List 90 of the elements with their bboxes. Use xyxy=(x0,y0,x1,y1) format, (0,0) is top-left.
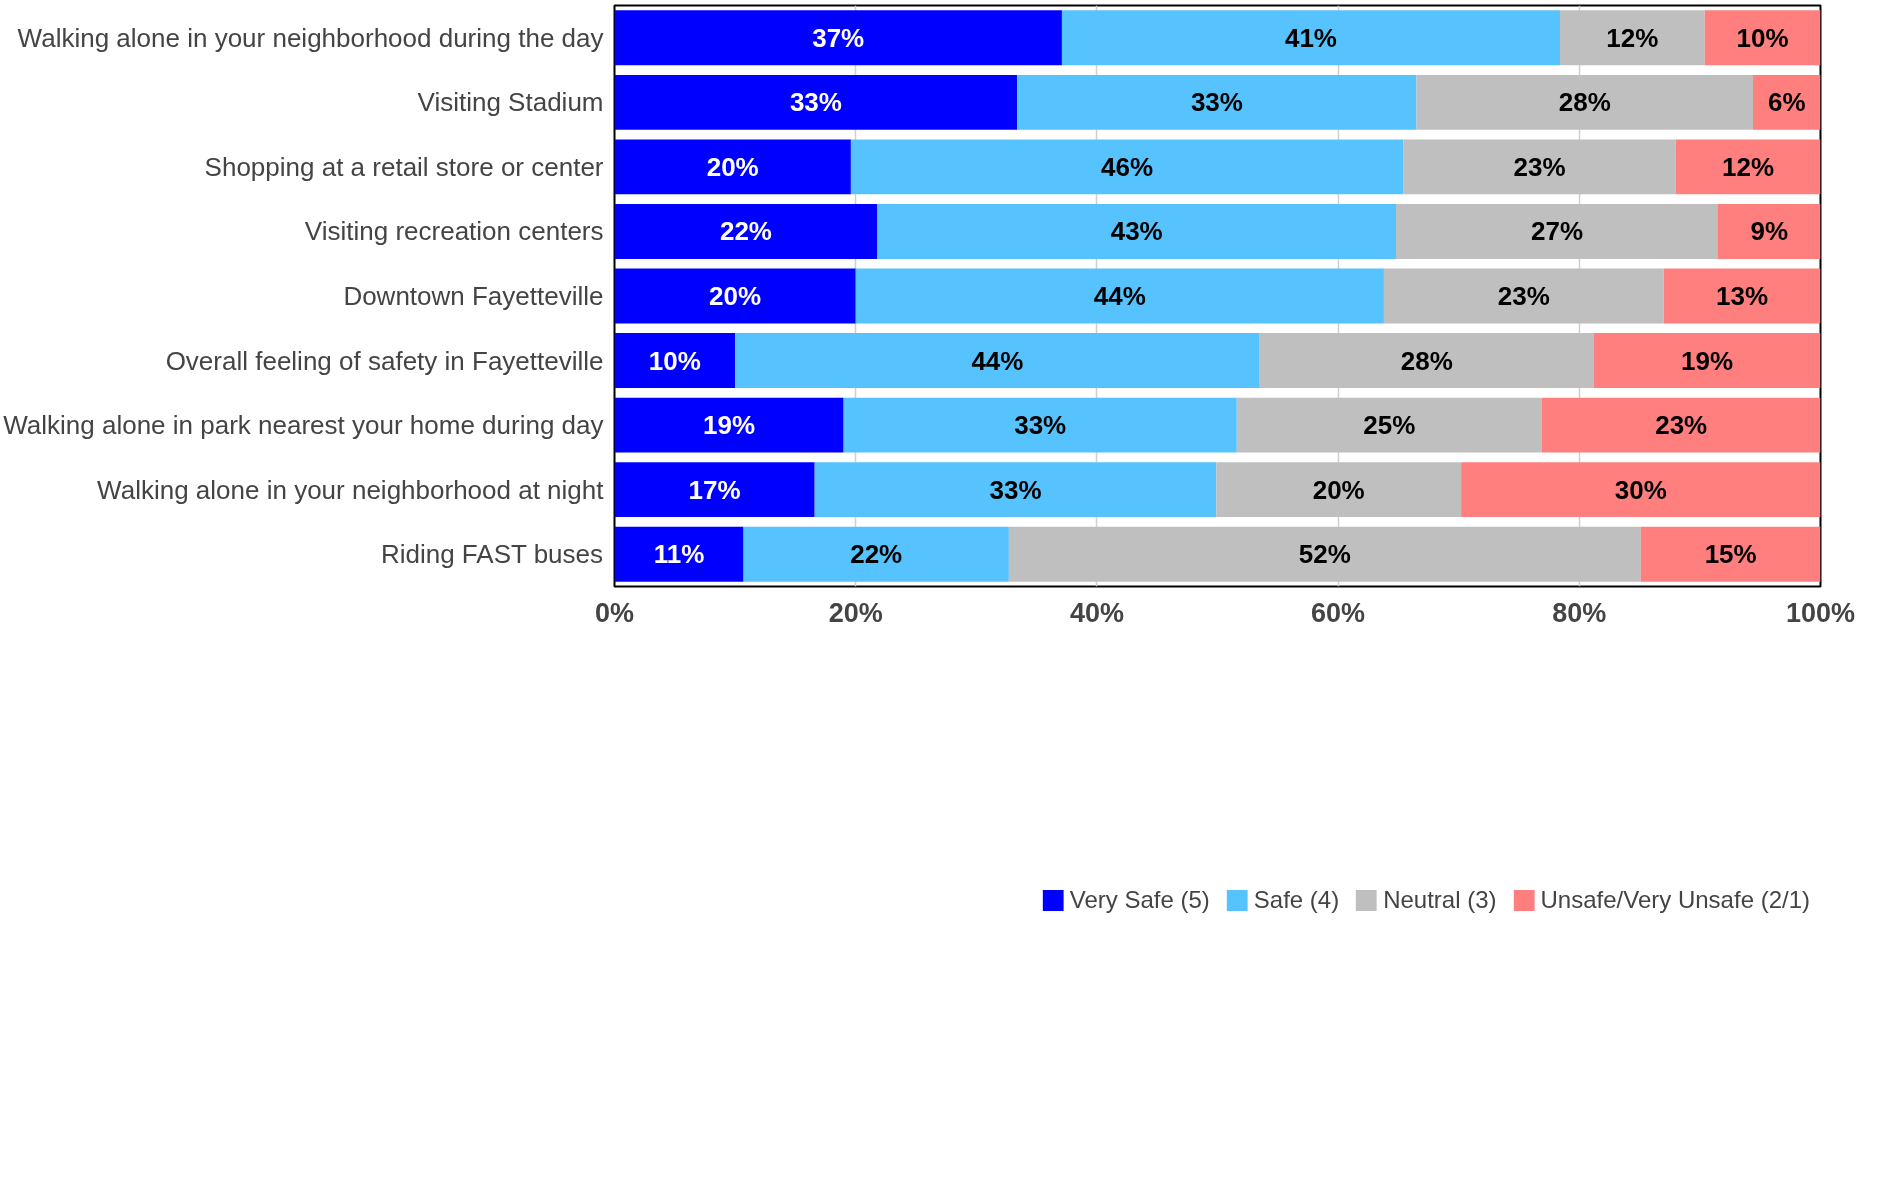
data-label: 10% xyxy=(1736,22,1789,53)
data-label: 11% xyxy=(653,539,705,570)
data-label: 44% xyxy=(1093,281,1146,311)
data-label: 20% xyxy=(706,151,759,182)
x-tick-label: 80% xyxy=(1552,597,1607,628)
bar xyxy=(1541,397,1821,453)
bar xyxy=(1008,526,1641,582)
data-label: 20% xyxy=(1312,474,1365,505)
data-label: 41% xyxy=(1284,22,1337,53)
data-label: 28% xyxy=(1558,87,1611,118)
x-tick-label: 100% xyxy=(1785,597,1856,628)
legend-label: Safe (4) xyxy=(1253,886,1340,914)
bar xyxy=(1403,139,1676,195)
bar xyxy=(614,204,878,259)
y-tick-label: Visiting recreation centers xyxy=(304,216,604,247)
data-label: 17% xyxy=(688,474,741,505)
bar xyxy=(1461,462,1821,518)
data-label: 19% xyxy=(703,410,756,441)
data-label: 19% xyxy=(1681,345,1734,376)
bar xyxy=(614,526,744,582)
bar xyxy=(1560,10,1705,66)
bar xyxy=(1663,268,1821,324)
data-label: 33% xyxy=(1190,87,1243,118)
data-label: 10% xyxy=(648,345,701,376)
y-tick-label: Overall feeling of safety in Fayetteville xyxy=(165,345,604,376)
bar xyxy=(614,397,844,453)
data-label: 6% xyxy=(1767,87,1806,118)
data-label: 33% xyxy=(1014,410,1067,441)
data-label: 52% xyxy=(1298,539,1351,570)
bar xyxy=(614,462,815,518)
data-label: 23% xyxy=(1655,410,1708,441)
bar xyxy=(614,333,736,388)
bar xyxy=(843,397,1237,453)
bar xyxy=(855,268,1384,324)
bar xyxy=(1236,397,1542,453)
bar xyxy=(614,10,1062,66)
bar xyxy=(850,139,1404,195)
y-tick-label: Walking alone in your neighborhood during the day xyxy=(17,22,604,53)
data-label: 43% xyxy=(1110,216,1163,247)
data-label: 15% xyxy=(1704,539,1757,570)
x-tick-label: 20% xyxy=(828,597,883,628)
y-tick-label: Walking alone in park nearest your home during day xyxy=(3,410,604,441)
bar xyxy=(1017,74,1417,130)
x-tick-label: 40% xyxy=(1069,597,1124,628)
bar xyxy=(1416,74,1753,130)
bar xyxy=(1259,333,1594,388)
data-label: 25% xyxy=(1363,410,1416,441)
legend-label: Unsafe/Very Unsafe (2/1) xyxy=(1540,886,1810,914)
data-label: 22% xyxy=(850,539,903,570)
legend-label: Very Safe (5) xyxy=(1069,886,1210,914)
bar xyxy=(1216,462,1462,518)
bar xyxy=(1593,333,1821,388)
data-label: 44% xyxy=(971,345,1024,376)
bar xyxy=(743,526,1009,582)
data-label: 20% xyxy=(709,281,762,311)
bar xyxy=(1061,10,1560,66)
data-label: 12% xyxy=(1722,151,1775,182)
bar xyxy=(614,139,851,195)
bar xyxy=(1383,268,1664,324)
bar xyxy=(1717,204,1821,259)
data-label: 23% xyxy=(1497,281,1550,311)
data-label: 33% xyxy=(789,87,842,118)
data-label: 37% xyxy=(812,22,865,53)
y-tick-label: Downtown Fayetteville xyxy=(343,281,604,311)
bar xyxy=(877,204,1396,259)
bar xyxy=(614,74,1018,130)
bar xyxy=(1395,204,1718,259)
y-tick-label: Visiting Stadium xyxy=(417,87,604,118)
y-tick-label: Shopping at a retail store or center xyxy=(204,151,604,182)
data-label: 33% xyxy=(989,474,1042,505)
data-label: 30% xyxy=(1614,474,1667,505)
data-label: 46% xyxy=(1101,151,1154,182)
bar xyxy=(735,333,1260,388)
data-label: 9% xyxy=(1750,216,1789,247)
y-tick-label: Walking alone in your neighborhood at night xyxy=(97,474,605,505)
y-tick-label: Riding FAST buses xyxy=(380,539,604,570)
legend-label: Neutral (3) xyxy=(1383,886,1497,914)
data-label: 13% xyxy=(1716,281,1769,311)
data-label: 28% xyxy=(1400,345,1453,376)
bar xyxy=(614,268,856,324)
data-label: 23% xyxy=(1513,151,1566,182)
x-tick-label: 0% xyxy=(594,597,635,628)
x-tick-label: 60% xyxy=(1311,597,1366,628)
data-label: 22% xyxy=(719,216,772,247)
bar xyxy=(1640,526,1821,582)
data-label: 27% xyxy=(1530,216,1584,247)
bar xyxy=(814,462,1217,518)
data-label: 12% xyxy=(1606,22,1659,53)
bar xyxy=(1704,10,1821,66)
bar xyxy=(1675,139,1821,195)
